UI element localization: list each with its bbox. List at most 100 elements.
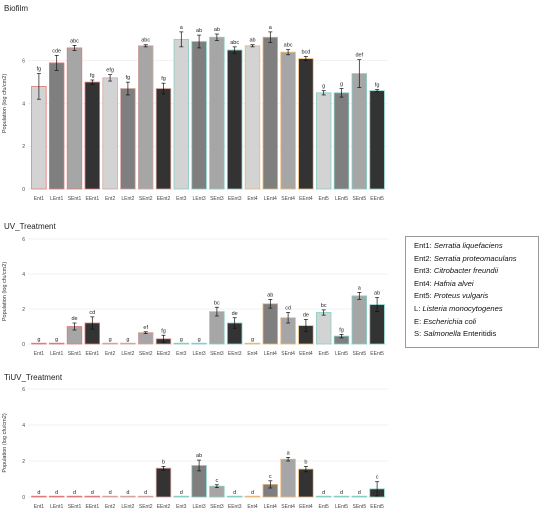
panel-1-xtick-label-Ent2: Ent2 [105,196,116,202]
panel-3-significance-letter-Ent5: d [322,490,325,496]
panel-1-bar-Ent1 [31,86,47,190]
panel-1-xtick-label-EEnt1: EEnt1 [85,196,99,202]
panel-3-xtick-label-SEnt1: SEnt1 [68,504,82,510]
panel-2-xtick-label-SEnt3: SEnt3 [210,351,224,357]
panel-3-xtick-label-LEnt1: LEnt1 [50,504,63,510]
panel-2-bar-Ent3 [173,342,189,345]
panel-3-ytick-label: 2 [22,459,25,465]
panel-1-bar-LEnt3 [191,41,207,190]
panel-1-significance-letter-LEnt2: fg [126,75,131,81]
panel-3-significance-letter-SEnt2: d [144,490,147,496]
panel-3-xtick-label-LEnt3: LEnt3 [193,504,206,510]
panel-1-xtick-label-EEnt3: EEnt3 [228,196,242,202]
panel-1-significance-letter-EEnt2: fg [161,76,166,82]
panel-2-bar-SEnt5 [351,295,367,345]
panel-3-xtick-label-SEnt5: SEnt5 [352,504,366,510]
legend-species: Listeria monocytogenes [422,303,503,313]
legend-species: Hafnia alvei [433,278,474,288]
panel-1-significance-letter-Ent2: efg [106,68,114,74]
panel-3-ytick-label: 4 [22,423,25,429]
panel-2-significance-letter-EEnt3: de [232,311,238,317]
panel-3-significance-letter-Ent1: d [37,490,40,496]
panel-1-bar-EEnt5 [369,90,385,190]
panel-3-bar-LEnt2 [120,495,136,498]
panel-1-xtick-label-SEnt5: SEnt5 [352,196,366,202]
panel-3-significance-letter-EEnt5: c [376,475,379,481]
panel-2-significance-letter-SEnt4: cd [285,306,291,312]
panel-3-xtick-label-EEnt4: EEnt4 [299,504,313,510]
panel-1-y-axis-label: Population (log cfu/cm2) [2,74,8,133]
panel-2-significance-letter-Ent4: g [251,337,254,343]
panel-3-significance-letter-EEnt4: b [304,459,307,465]
legend-species: Serratia liquefaciens [433,241,503,250]
panel-1-significance-letter-LEnt5: g [340,82,343,88]
panel-2-xtick-label-SEnt2: SEnt2 [139,351,153,357]
legend-row-ent4: Ent4: Hafnia alvei [414,278,538,291]
panel-3-ytick-label: 6 [22,387,25,393]
panel-3-bar-Ent5 [316,495,332,498]
panel-1-xtick-label-Ent1: Ent1 [34,196,45,202]
panel-3-significance-letter-SEnt3: c [216,478,219,484]
panel-2-significance-letter-LEnt1: g [55,337,58,343]
panel-1-significance-letter-SEnt4: abc [284,43,293,49]
panel-3-bar-EEnt1 [84,495,100,498]
legend-key: E: [414,316,422,326]
panel-1-significance-letter-EEnt1: fg [90,73,95,79]
panel-1-significance-letter-Ent3: a [180,25,184,31]
panel-1-significance-letter-SEnt1: abc [70,38,79,44]
panel-2-xtick-label-EEnt4: EEnt4 [299,351,313,357]
panel-2-significance-letter-Ent1: g [37,337,40,343]
panel-1-bar-LEnt4 [262,36,278,190]
panel-1-bar-LEnt5 [333,92,350,190]
panel-2-xtick-label-Ent2: Ent2 [105,351,116,357]
panel-3-bar-LEnt5 [333,495,350,498]
panel-3-xtick-label-SEnt4: SEnt4 [281,504,295,510]
panel-1-bar-Ent4 [244,45,261,190]
panel-3-bar-Ent1 [31,495,47,498]
panel-1-bar-SEnt5 [351,73,367,190]
panel-1-ytick-label: 6 [22,59,25,65]
panel-2-xtick-label-LEnt1: LEnt1 [50,351,63,357]
panel-2-significance-letter-LEnt2: g [126,337,129,343]
panel-1-ytick-label: 4 [22,101,25,107]
legend-key: Ent1: [414,241,432,250]
panel-3-xtick-label-LEnt4: LEnt4 [264,504,277,510]
panel-2-significance-letter-Ent2: g [109,337,112,343]
panel-3-xtick-label-Ent5: Ent5 [319,504,330,510]
panel-3-bar-EEnt4 [298,468,314,498]
panel-2-bar-Ent2 [102,342,118,345]
panel-3-bar-Ent4 [244,495,261,498]
panel-2-significance-letter-Ent3: g [180,337,183,343]
panel-3-xtick-label-EEnt2: EEnt2 [157,504,171,510]
panel-1-bar-SEnt1 [66,47,83,190]
panel-3-bar-SEnt1 [66,495,83,498]
panel-3-xtick-label-Ent4: Ent4 [247,504,258,510]
panel-3-bar-EEnt3 [227,495,243,498]
panel-1-bar-Ent5 [316,92,332,190]
panel-2-xtick-label-Ent5: Ent5 [319,351,330,357]
panel-1-xtick-label-EEnt4: EEnt4 [299,196,313,202]
panel-2-bar-LEnt3 [191,342,207,345]
legend-row-l: L: Listeria monocytogenes [414,303,538,316]
panel-3-significance-letter-Ent2: d [109,490,112,496]
panel-1-significance-letter-EEnt5: fg [375,83,380,89]
panel-2-bar-Ent5 [316,312,332,345]
panel-2-xtick-label-EEnt1: EEnt1 [85,351,99,357]
legend-key: Ent5: [414,291,432,301]
panel-2-ytick-label: 6 [22,237,25,243]
panel-1-xtick-label-SEnt3: SEnt3 [210,196,224,202]
panel-1-bar-LEnt1 [49,62,65,190]
panel-1-significance-letter-Ent1: fg [37,67,42,73]
panel-1-xtick-label-LEnt1: LEnt1 [50,196,63,202]
panel-2-xtick-label-LEnt4: LEnt4 [264,351,277,357]
panel-1-significance-letter-LEnt4: a [269,25,273,31]
panel-3-ytick-label: 0 [22,495,25,501]
panel-3-bar-SEnt4 [280,458,296,498]
panel-1-xtick-label-LEnt5: LEnt5 [335,196,348,202]
panel-3-bar-Ent2 [102,495,118,498]
panel-1-bar-LEnt2 [120,88,136,190]
panel-3-title: TiUV_Treatment [4,373,63,382]
panel-1-xtick-label-Ent3: Ent3 [176,196,187,202]
panel-2-bar-Ent4 [244,342,261,345]
